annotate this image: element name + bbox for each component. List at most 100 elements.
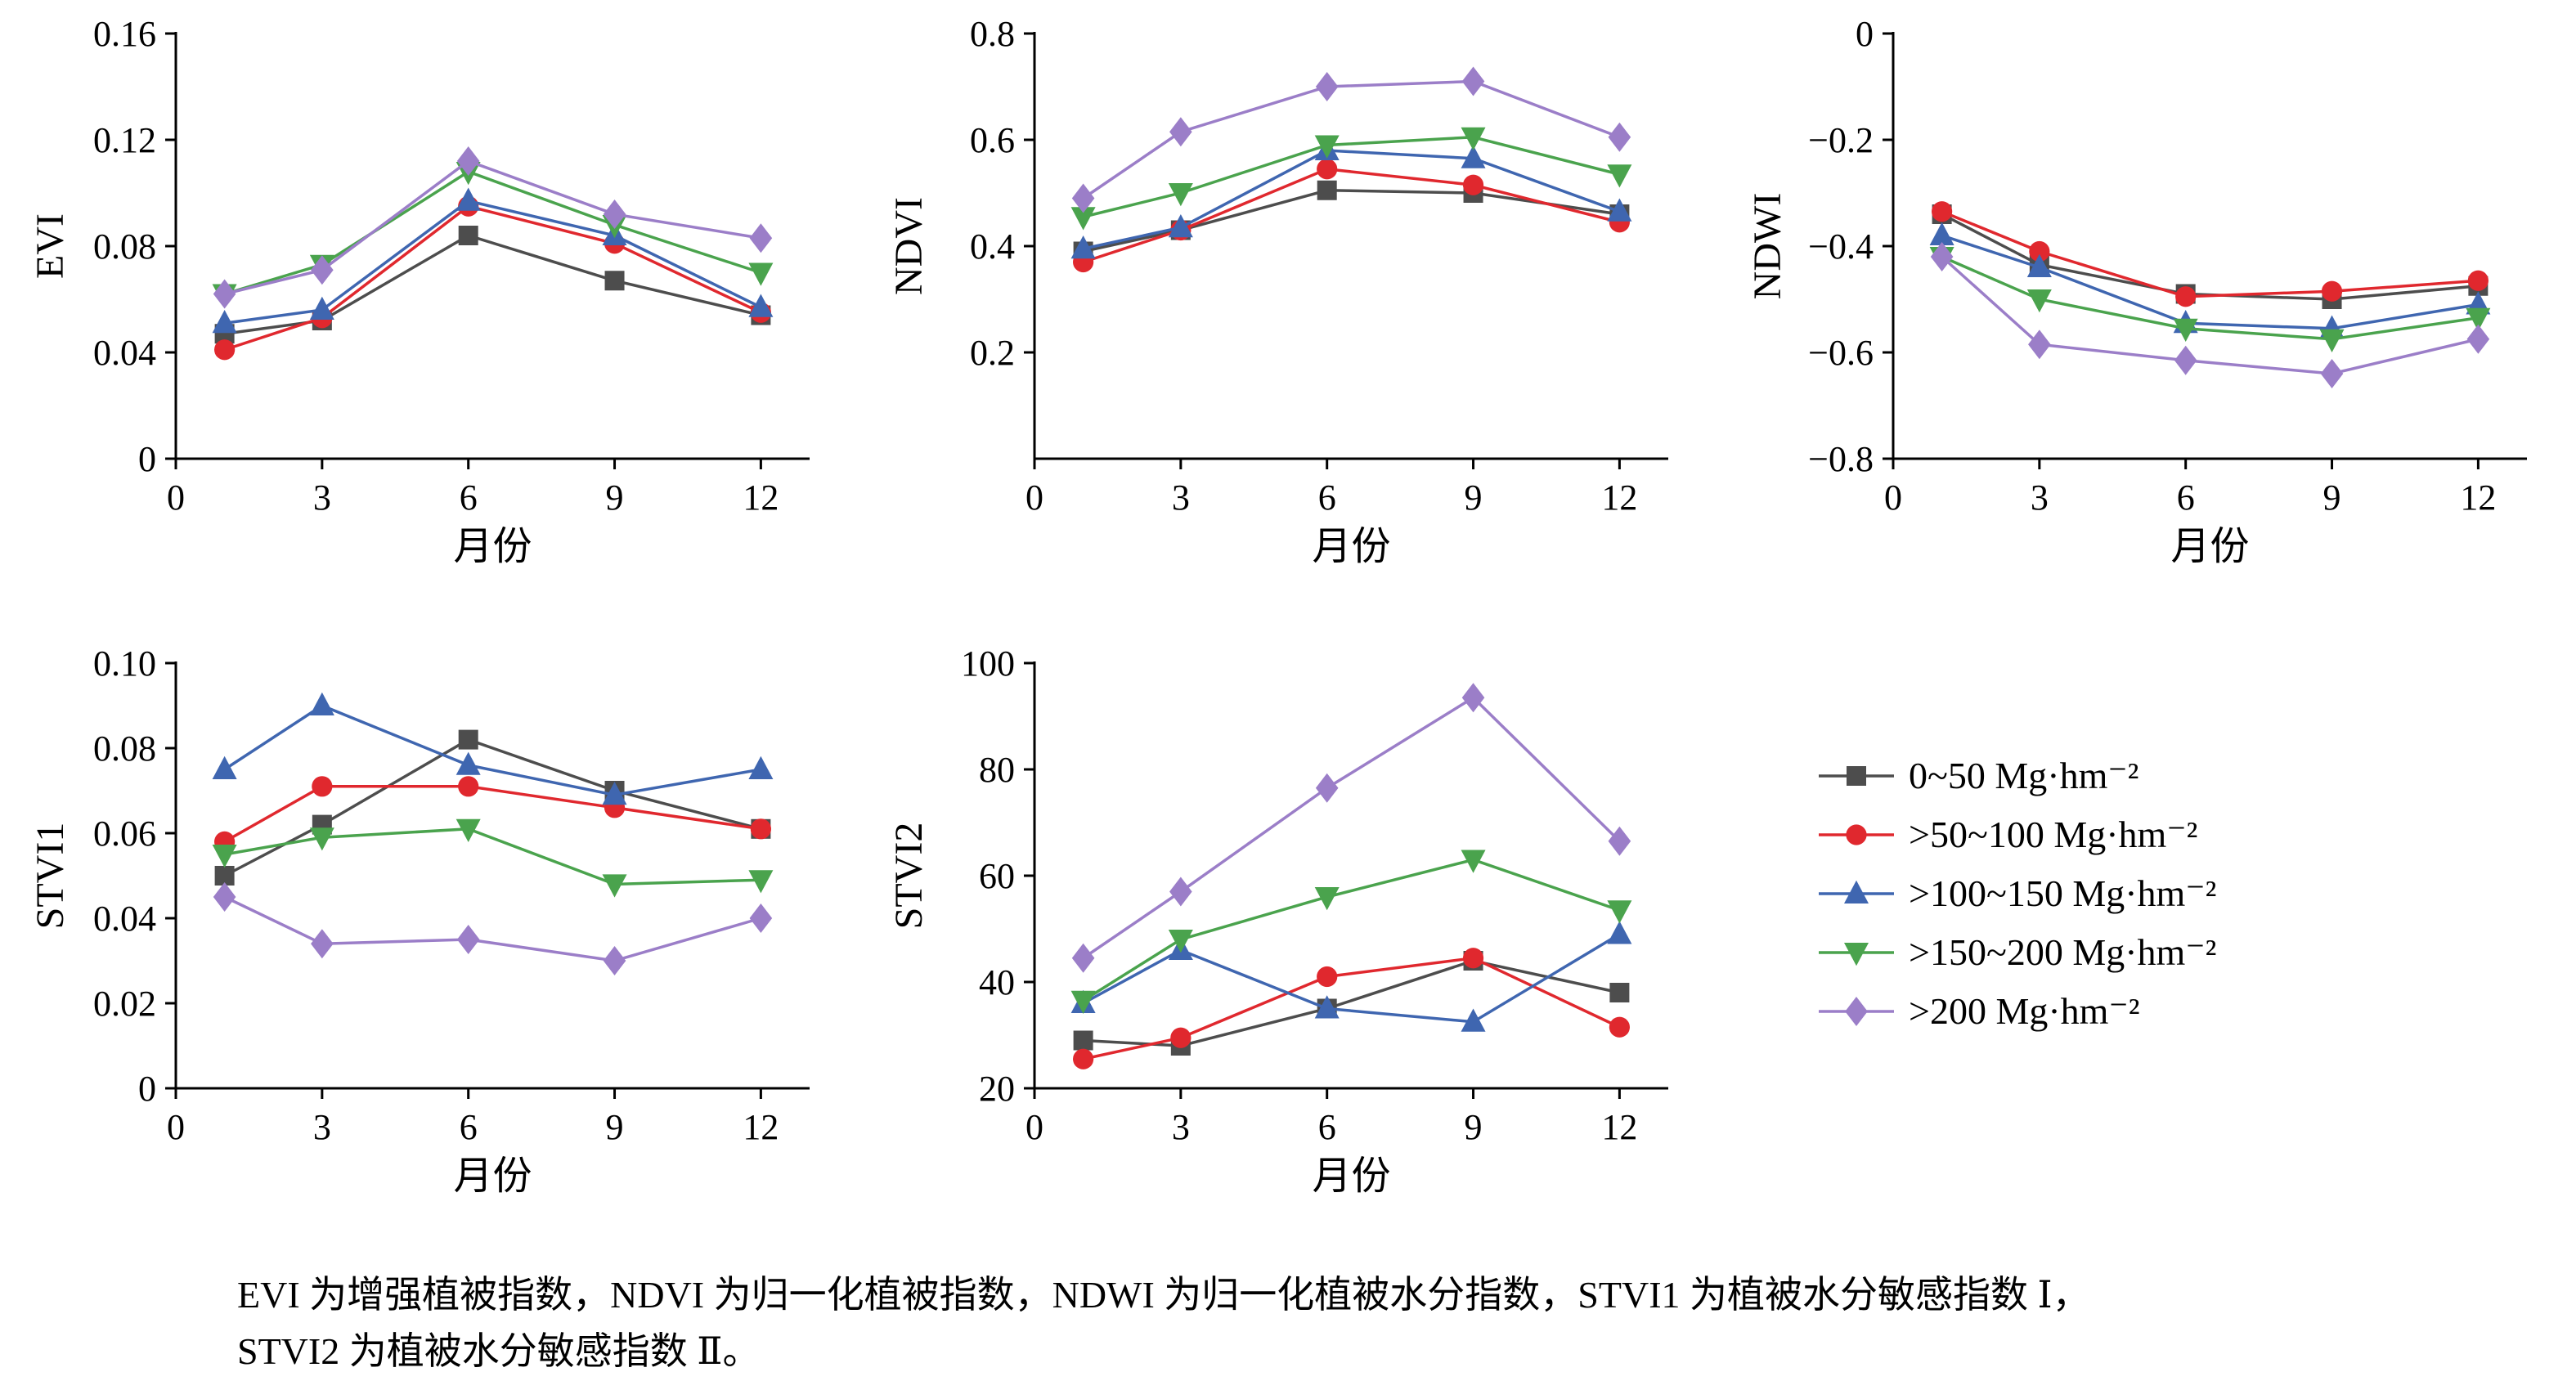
legend-item-150-200: >150~200 Mg·hm⁻² — [1815, 934, 2216, 971]
axes: −0.8 −0.6 −0.4 −0.2 0 0 3 6 9 12 — [1808, 14, 2527, 518]
legend-item-0-50: 0~50 Mg·hm⁻² — [1815, 757, 2216, 795]
svg-text:−0.6: −0.6 — [1808, 333, 1874, 373]
series-2 — [212, 692, 774, 805]
svg-text:0: 0 — [138, 1069, 156, 1109]
series-1 — [1073, 159, 1630, 273]
legend-key-diamond-icon — [1819, 997, 1894, 1026]
svg-text:80: 80 — [979, 750, 1015, 790]
svg-text:12: 12 — [1601, 1107, 1637, 1147]
svg-text:月份: 月份 — [453, 525, 532, 568]
svg-text:0.2: 0.2 — [970, 333, 1015, 373]
svg-text:0.04: 0.04 — [93, 899, 156, 939]
legend-label: >50~100 Mg·hm⁻² — [1909, 814, 2198, 855]
svg-text:0.04: 0.04 — [93, 333, 156, 373]
legend: 0~50 Mg·hm⁻² >50~100 Mg·hm⁻² >100~150 Mg… — [1815, 757, 2216, 1030]
stvi2-panel: 20 40 60 80 100 0 3 6 9 12 月份 STVI2 — [859, 634, 1717, 1244]
svg-text:月份: 月份 — [2170, 525, 2249, 568]
series-3 — [1070, 127, 1632, 231]
svg-text:3: 3 — [1172, 1107, 1190, 1147]
evi-panel: 0 0.04 0.08 0.12 0.16 0 3 6 9 12 月份 EVI — [0, 5, 859, 634]
series-1 — [1073, 948, 1630, 1069]
svg-text:0: 0 — [1025, 478, 1043, 518]
series-0 — [1073, 180, 1630, 262]
svg-text:6: 6 — [1318, 1107, 1336, 1147]
svg-text:12: 12 — [2460, 478, 2496, 518]
legend-key-circle-icon — [1819, 824, 1894, 845]
axes: 0.2 0.4 0.6 0.8 0 3 6 9 12 — [970, 14, 1668, 518]
series-2 — [1070, 921, 1632, 1032]
legend-label: >100~150 Mg·hm⁻² — [1909, 872, 2217, 914]
series-0 — [214, 729, 771, 886]
legend-item-50-100: >50~100 Mg·hm⁻² — [1815, 816, 2216, 854]
series-4 — [1071, 683, 1631, 973]
ndvi-panel: 0.2 0.4 0.6 0.8 0 3 6 9 12 月份 NDVI — [859, 5, 1717, 634]
svg-text:0: 0 — [167, 478, 185, 518]
caption-line-1: EVI 为增强植被指数，NDVI 为归一化植被指数，NDWI 为归一化植被水分指… — [237, 1274, 2090, 1316]
legend-item-100-150: >100~150 Mg·hm⁻² — [1815, 875, 2216, 912]
svg-text:0.16: 0.16 — [93, 14, 156, 54]
svg-text:0: 0 — [1884, 478, 1902, 518]
axes: 20 40 60 80 100 0 3 6 9 12 — [961, 643, 1668, 1147]
svg-text:EVI: EVI — [29, 213, 72, 279]
svg-text:0: 0 — [1856, 14, 1874, 54]
legend-label: >200 Mg·hm⁻² — [1909, 990, 2140, 1032]
svg-text:0: 0 — [1025, 1107, 1043, 1147]
svg-text:12: 12 — [743, 478, 779, 518]
legend-key-triangle-up-icon — [1819, 880, 1894, 903]
svg-text:9: 9 — [606, 478, 624, 518]
svg-text:3: 3 — [2031, 478, 2049, 518]
caption-line-2: STVI2 为植被水分敏感指数 Ⅱ。 — [237, 1330, 761, 1372]
svg-text:20: 20 — [979, 1069, 1015, 1109]
ndwi-panel: −0.8 −0.6 −0.4 −0.2 0 0 3 6 9 12 月份 NDWI — [1717, 5, 2576, 634]
series-3 — [1929, 247, 2491, 352]
svg-text:6: 6 — [2177, 478, 2195, 518]
svg-text:12: 12 — [1601, 478, 1637, 518]
svg-text:9: 9 — [1465, 478, 1483, 518]
series-2 — [212, 187, 774, 334]
series-1 — [214, 195, 771, 361]
svg-text:0.4: 0.4 — [970, 226, 1015, 267]
svg-text:9: 9 — [2323, 478, 2341, 518]
figure-caption: EVI 为增强植被指数，NDVI 为归一化植被指数，NDWI 为归一化植被水分指… — [237, 1267, 2527, 1379]
series-0 — [1073, 951, 1630, 1056]
svg-text:6: 6 — [460, 1107, 478, 1147]
axes: 0 0.02 0.04 0.06 0.08 0.10 0 3 6 9 12 — [93, 643, 810, 1147]
legend-item-200plus: >200 Mg·hm⁻² — [1815, 993, 2216, 1030]
series-4 — [213, 882, 773, 975]
svg-text:0.08: 0.08 — [93, 729, 156, 769]
stvi1-panel: 0 0.02 0.04 0.06 0.08 0.10 0 3 6 9 12 月份 STVI1 — [0, 634, 859, 1244]
svg-text:0.12: 0.12 — [93, 120, 156, 160]
svg-text:−0.4: −0.4 — [1808, 226, 1874, 267]
series-1 — [1932, 201, 2488, 307]
legend-label: >150~200 Mg·hm⁻² — [1909, 931, 2217, 973]
svg-text:0.6: 0.6 — [970, 120, 1015, 160]
svg-text:6: 6 — [1318, 478, 1336, 518]
svg-text:0.10: 0.10 — [93, 643, 156, 684]
svg-text:6: 6 — [460, 478, 478, 518]
series-1 — [214, 776, 771, 852]
svg-text:0.02: 0.02 — [93, 984, 156, 1024]
svg-text:9: 9 — [606, 1107, 624, 1147]
svg-text:3: 3 — [313, 478, 331, 518]
ndwi-chart: −0.8 −0.6 −0.4 −0.2 0 0 3 6 9 12 月份 NDWI — [1746, 14, 2527, 568]
series-0 — [1932, 204, 2488, 309]
svg-text:月份: 月份 — [453, 1155, 532, 1198]
svg-text:12: 12 — [743, 1107, 779, 1147]
svg-text:−0.8: −0.8 — [1808, 439, 1874, 479]
svg-text:月份: 月份 — [1312, 1155, 1390, 1198]
svg-text:3: 3 — [1172, 478, 1190, 518]
chart-grid: 0 0.04 0.08 0.12 0.16 0 3 6 9 12 月份 EVI 0.2 0.4 0.6 0.… — [0, 5, 2576, 1244]
svg-text:100: 100 — [961, 643, 1015, 684]
svg-text:60: 60 — [979, 856, 1015, 896]
legend-label: 0~50 Mg·hm⁻² — [1909, 755, 2139, 796]
svg-text:STVI2: STVI2 — [887, 823, 931, 930]
series-3 — [212, 818, 774, 898]
svg-text:0.06: 0.06 — [93, 814, 156, 854]
svg-text:0: 0 — [167, 1107, 185, 1147]
series-4 — [213, 146, 773, 309]
stvi1-chart: 0 0.02 0.04 0.06 0.08 0.10 0 3 6 9 12 月份 STVI1 — [29, 643, 810, 1198]
svg-text:3: 3 — [313, 1107, 331, 1147]
svg-text:NDVI: NDVI — [887, 197, 931, 295]
svg-text:0: 0 — [138, 439, 156, 479]
